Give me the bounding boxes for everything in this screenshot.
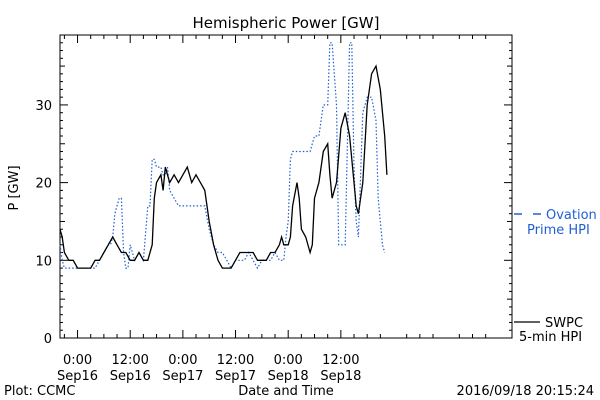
legend-label-swpc-line2: 5-min HPI xyxy=(519,330,582,345)
x-tick-time-label: 0:00 xyxy=(63,353,92,368)
x-tick-time-label: 0:00 xyxy=(274,353,303,368)
x-tick-time-label: 12:00 xyxy=(322,353,359,368)
x-axis-label: Date and Time xyxy=(238,384,334,399)
x-tick-time-label: 12:00 xyxy=(217,353,254,368)
legend-label-swpc-line1: SWPC xyxy=(545,316,583,331)
x-tick-date-label: Sep18 xyxy=(320,369,361,384)
series-line-ovation-prime xyxy=(59,42,386,270)
plot-credit: Plot: CCMC xyxy=(4,384,75,399)
legend-label-ovation-line1: Ovation xyxy=(546,208,597,223)
y-tick-label: 10 xyxy=(35,254,52,269)
chart-title: Hemispheric Power [GW] xyxy=(193,14,380,32)
x-tick-date-label: Sep17 xyxy=(215,369,256,384)
x-tick-time-label: 0:00 xyxy=(168,353,197,368)
series-line-swpc xyxy=(59,64,388,269)
plot-area: 01020300:00Sep1612:00Sep160:00Sep1712:00… xyxy=(35,34,597,384)
timestamp: 2016/09/18 20:15:24 xyxy=(457,384,594,399)
y-tick-label: 0 xyxy=(44,332,52,347)
y-tick-label: 20 xyxy=(35,177,52,192)
plot-frame xyxy=(59,34,513,339)
x-tick-date-label: Sep18 xyxy=(268,369,309,384)
x-tick-date-label: Sep16 xyxy=(110,369,151,384)
x-tick-date-label: Sep17 xyxy=(162,369,203,384)
y-tick-label: 30 xyxy=(35,99,52,114)
x-tick-time-label: 12:00 xyxy=(111,353,148,368)
y-axis-label: P [GW] xyxy=(7,165,22,210)
x-tick-date-label: Sep16 xyxy=(57,369,98,384)
legend-label-ovation-line2: Prime HPI xyxy=(527,223,590,238)
